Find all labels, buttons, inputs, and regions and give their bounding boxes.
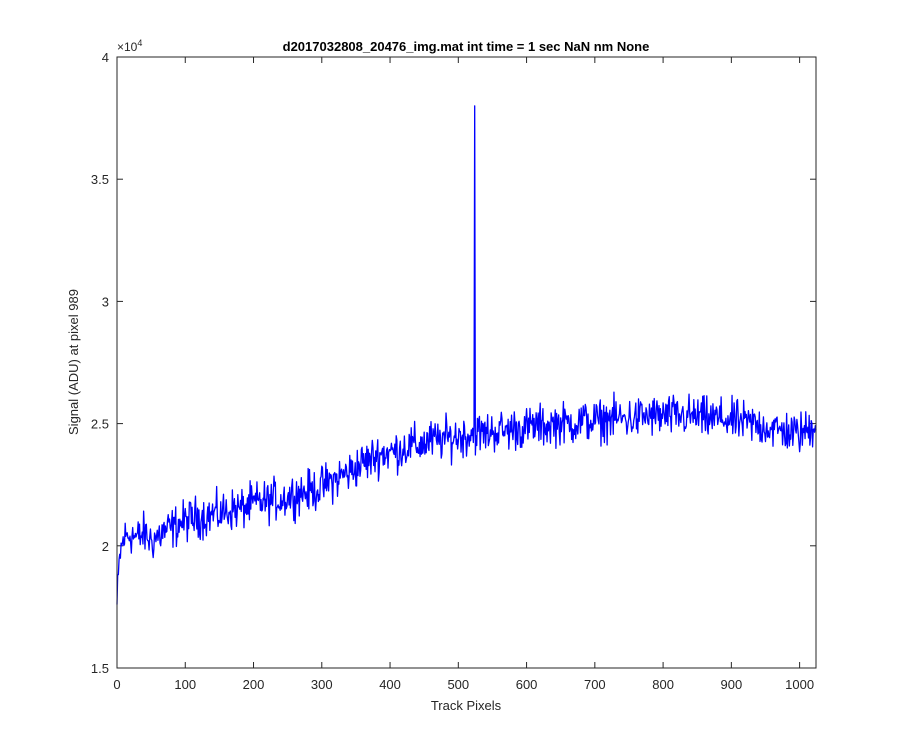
- series-line: [116, 105, 817, 605]
- x-tick-label: 500: [447, 677, 469, 692]
- x-tick-label: 200: [243, 677, 265, 692]
- x-tick-label: 100: [174, 677, 196, 692]
- y-tick-label: 1.5: [91, 661, 109, 676]
- y-tick-label: 2.5: [91, 417, 109, 432]
- x-axis: 0 100 200 300 400 500 600 700 800 900 1000: [113, 57, 814, 692]
- plot-area: [117, 57, 816, 668]
- x-tick-label: 900: [721, 677, 743, 692]
- y-axis: 1.5 2 2.5 3 3.5 4: [91, 50, 816, 676]
- chart-title: d2017032808_20476_img.mat int time = 1 s…: [283, 39, 650, 54]
- y-tick-label: 3: [102, 294, 109, 309]
- series-layer: [116, 105, 817, 605]
- y-tick-label: 2: [102, 539, 109, 554]
- x-tick-label: 300: [311, 677, 333, 692]
- x-axis-label: Track Pixels: [431, 698, 502, 713]
- x-tick-label: 0: [113, 677, 120, 692]
- x-tick-label: 1000: [785, 677, 814, 692]
- x-tick-label: 700: [584, 677, 606, 692]
- y-exponent-label: ×104: [117, 38, 142, 54]
- y-axis-label: Signal (ADU) at pixel 989: [66, 289, 81, 435]
- x-tick-label: 400: [379, 677, 401, 692]
- y-tick-label: 3.5: [91, 172, 109, 187]
- x-tick-label: 600: [516, 677, 538, 692]
- x-tick-label: 800: [652, 677, 674, 692]
- plot-box: [116, 56, 817, 669]
- y-tick-label: 4: [102, 50, 109, 65]
